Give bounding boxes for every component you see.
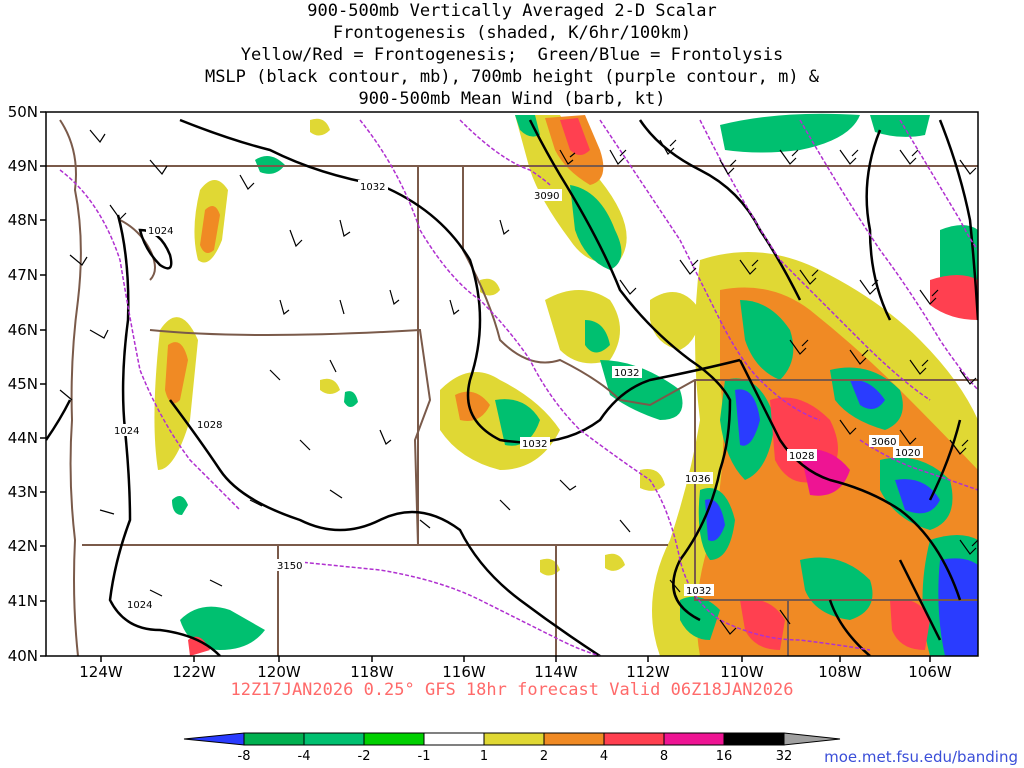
title-line-4: MSLP (black contour, mb), 700mb height (… xyxy=(204,67,820,87)
height-label: 3060 xyxy=(871,437,896,448)
colorbar-label: -4 xyxy=(298,749,311,764)
colorbar: -8 -4 -2 -1 1 2 4 8 16 32 xyxy=(183,732,841,764)
mslp-label: 1024 xyxy=(127,600,152,611)
title-line-1: 900-500mb Vertically Averaged 2-D Scalar xyxy=(307,1,717,21)
lon-label: 112W xyxy=(626,663,670,681)
lon-label: 106W xyxy=(908,663,952,681)
colorbar-min-arrow xyxy=(183,732,245,746)
colorbar-label: 4 xyxy=(600,749,608,764)
colorbar-label: -1 xyxy=(418,749,431,764)
colorbar-swatch xyxy=(723,732,785,746)
lon-label: 122W xyxy=(172,663,216,681)
colorbar-swatch xyxy=(243,732,305,746)
mslp-label: 1028 xyxy=(197,420,222,431)
title-line-5: 900-500mb Mean Wind (barb, kt) xyxy=(358,89,666,109)
lat-label: 44N xyxy=(8,429,38,447)
colorbar-label: 1 xyxy=(480,749,488,764)
lon-label: 108W xyxy=(818,663,862,681)
colorbar-label: 32 xyxy=(776,749,793,764)
valid-time-label: 12Z17JAN2026 0.25° GFS 18hr forecast Val… xyxy=(230,680,794,700)
lat-label: 41N xyxy=(8,592,38,610)
mslp-label: 1020 xyxy=(895,448,920,459)
colorbar-label: 2 xyxy=(540,749,548,764)
colorbar-swatch xyxy=(483,732,545,746)
lat-label: 47N xyxy=(8,266,38,284)
axis-ticks xyxy=(40,111,931,662)
map-area xyxy=(46,113,978,656)
height-label: 3090 xyxy=(534,191,559,202)
title-line-2: Frontogenesis (shaded, K/6hr/100km) xyxy=(332,23,692,43)
source-url[interactable]: moe.met.fsu.edu/banding xyxy=(824,748,1018,766)
lon-label: 124W xyxy=(79,663,123,681)
mslp-label: 1028 xyxy=(789,451,814,462)
mslp-label: 1036 xyxy=(685,474,710,485)
mslp-label: 1024 xyxy=(114,426,139,437)
mslp-label: 1032 xyxy=(360,182,385,193)
longitude-labels: 124W 122W 120W 118W 116W 114W 112W 110W … xyxy=(79,663,952,681)
contour-labels: 1032 1024 1028 1024 1032 1032 1036 1028 … xyxy=(112,180,923,611)
title-line-3: Yellow/Red = Frontogenesis; Green/Blue =… xyxy=(240,45,784,65)
lat-label: 50N xyxy=(8,103,38,121)
latitude-labels: 50N 49N 48N 47N 46N 45N 44N 43N 42N 41N … xyxy=(8,103,38,665)
mslp-label: 1032 xyxy=(522,439,547,450)
lat-label: 45N xyxy=(8,375,38,393)
lon-label: 120W xyxy=(257,663,301,681)
lat-label: 40N xyxy=(8,647,38,665)
colorbar-label: 8 xyxy=(660,749,668,764)
wind-barbs xyxy=(59,129,978,635)
lat-label: 48N xyxy=(8,211,38,229)
colorbar-swatch xyxy=(543,732,605,746)
lat-label: 49N xyxy=(8,157,38,175)
lat-label: 46N xyxy=(8,321,38,339)
colorbar-swatch xyxy=(603,732,665,746)
lat-label: 43N xyxy=(8,483,38,501)
mslp-label: 1032 xyxy=(686,586,711,597)
height-label: 3150 xyxy=(277,561,302,572)
colorbar-swatch xyxy=(303,732,365,746)
colorbar-swatch xyxy=(663,732,725,746)
colorbar-label: 16 xyxy=(716,749,733,764)
lon-label: 114W xyxy=(534,663,578,681)
colorbar-label: -8 xyxy=(238,749,251,764)
lon-label: 110W xyxy=(720,663,764,681)
colorbar-max-arrow xyxy=(783,732,841,746)
lon-label: 116W xyxy=(442,663,486,681)
height-contours xyxy=(59,119,978,656)
mslp-contours xyxy=(46,118,978,656)
state-borders xyxy=(46,119,978,656)
lat-label: 42N xyxy=(8,537,38,555)
mslp-label: 1024 xyxy=(148,226,173,237)
lon-label: 118W xyxy=(350,663,394,681)
colorbar-swatch xyxy=(423,732,485,746)
colorbar-label: -2 xyxy=(358,749,371,764)
mslp-label: 1032 xyxy=(614,368,639,379)
colorbar-swatch xyxy=(363,732,425,746)
